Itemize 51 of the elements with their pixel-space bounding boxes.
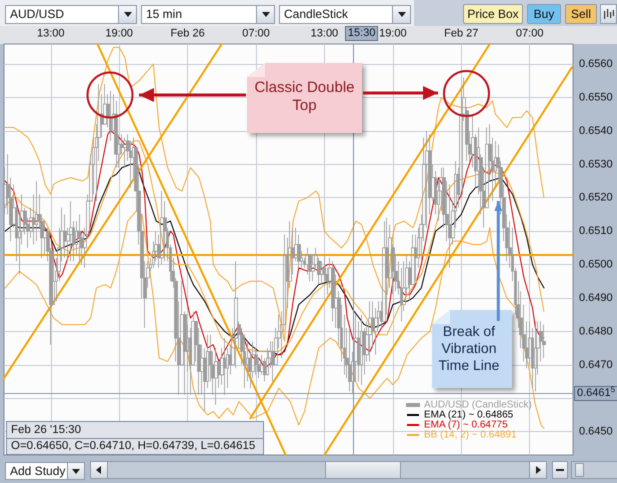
y-tick-label: 0.6480 <box>579 325 613 338</box>
button: Price Box <box>463 4 523 24</box>
legend-label: AUD/USD (CandleStick) <box>424 400 532 410</box>
y-tick-label: 0.6550 <box>579 91 613 104</box>
legend-label: BB (14, 2) ~ 0.64891 <box>424 430 517 440</box>
info-box: Feb 26 '15:30 O=0.64650, C=0.64710, H=0.64739, L=0.64615 <box>6 421 264 455</box>
dropdown: CandleStick <box>279 5 411 24</box>
dropdown: 15 min <box>141 5 275 24</box>
button: Buy <box>527 4 561 24</box>
candlestick <box>77 214 81 262</box>
ref-line-label: 0.6461$^{5}$ <box>574 384 617 401</box>
ref-line-label: 15:30 <box>344 26 378 41</box>
candlestick <box>35 180 38 242</box>
candlestick <box>234 260 238 369</box>
annotation: Break of Vibration Time Line <box>438 323 500 373</box>
x-tick-label: Feb 26 <box>170 28 205 40</box>
legend-label: EMA (21) ~ 0.64865 <box>424 410 514 420</box>
y-tick-label: 0.6530 <box>579 158 613 170</box>
y-tick-label: 0.6500 <box>579 258 613 271</box>
y-tick-label: 0.6510 <box>579 225 613 238</box>
y-tick-label: 0.6540 <box>579 124 613 137</box>
candlestick <box>542 324 546 358</box>
legend-label: EMA (7) ~ 0.64775 <box>424 420 508 430</box>
dropdown: Add Study <box>5 462 85 480</box>
x-tick-label: 07:00 <box>242 28 270 40</box>
x-tick-label: 19:00 <box>105 28 133 40</box>
x-tick-label: 13:00 <box>310 28 338 40</box>
annotation: Classic Double Top <box>254 79 355 114</box>
sticky-note: Classic Double Top <box>247 63 362 133</box>
candlestick <box>348 328 352 392</box>
candlestick <box>69 200 73 262</box>
candlestick <box>109 90 112 142</box>
annotation: Feb 26 '15:30 <box>11 423 81 438</box>
candlestick <box>448 184 452 268</box>
dropdown: AUD/USD <box>5 5 137 24</box>
candlestick <box>160 190 164 265</box>
annotation: O=0.64650, C=0.64710, H=0.64739, L=0.64615 <box>11 439 256 454</box>
x-tick-label: 13:00 <box>36 28 65 40</box>
button: Sell <box>565 4 597 24</box>
x-tick-label: 19:00 <box>379 28 407 40</box>
x-tick-label: 07:00 <box>516 28 544 40</box>
y-tick-label: 0.6560 <box>579 58 613 70</box>
sticky-note: Break of Vibration Time Line <box>432 310 512 388</box>
y-tick-label: 0.6520 <box>579 192 613 204</box>
candlestick <box>223 338 226 396</box>
y-tick-label: 0.6450 <box>579 426 613 438</box>
y-tick-label: 0.6470 <box>579 358 613 371</box>
x-tick-label: Feb 27 <box>444 28 478 40</box>
y-tick-label: 0.6490 <box>579 292 613 304</box>
candlestick <box>123 137 127 168</box>
candlestick <box>534 320 537 392</box>
